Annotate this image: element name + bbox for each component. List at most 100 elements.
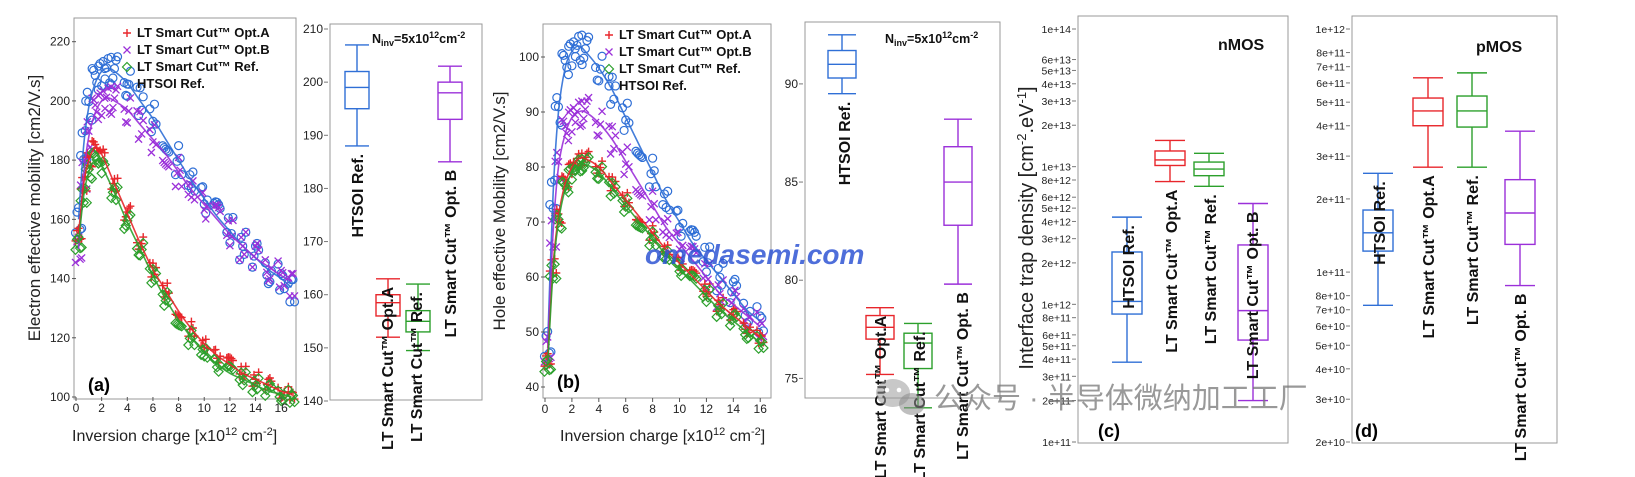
data-point bbox=[597, 51, 607, 61]
data-point bbox=[226, 228, 237, 239]
data-point bbox=[635, 222, 647, 233]
panel-b-x-axis-label: Inversion charge [x1012 cm-2] bbox=[560, 426, 765, 445]
y-tick-label: 6e+11 bbox=[1042, 330, 1071, 342]
box-category-label: LT Smart Cut™ Opt.A bbox=[1421, 175, 1438, 339]
legend-entry: HTSOI Ref. bbox=[619, 78, 687, 93]
data-point bbox=[177, 182, 186, 191]
data-point bbox=[107, 82, 116, 91]
data-point bbox=[265, 277, 275, 287]
y-tick-label: 1e+13 bbox=[1042, 162, 1072, 174]
data-point bbox=[235, 255, 245, 265]
box-iqr bbox=[344, 70, 370, 110]
data-point bbox=[674, 266, 685, 277]
data-point bbox=[700, 242, 710, 252]
panel-a-y-axis-label: Electron effective mobility [cm2/V.s] bbox=[25, 75, 44, 341]
box-iqr bbox=[437, 81, 463, 121]
box-category-label: LT Smart Cut™ Opt.A bbox=[1164, 189, 1181, 353]
data-point bbox=[729, 308, 741, 320]
data-point bbox=[120, 105, 129, 114]
data-point bbox=[110, 194, 122, 206]
data-point bbox=[678, 241, 687, 250]
data-point bbox=[605, 190, 616, 202]
data-point bbox=[265, 274, 274, 283]
y-tick-label: 5e+11 bbox=[1042, 341, 1071, 353]
box-category-label: LT Smart Cut™ Opt. B bbox=[1513, 294, 1530, 462]
data-point bbox=[240, 366, 252, 378]
data-point bbox=[110, 94, 119, 103]
y-tick-label: 4e+11 bbox=[1316, 121, 1345, 133]
data-point bbox=[225, 241, 234, 250]
data-point bbox=[758, 342, 769, 354]
data-point bbox=[198, 182, 208, 192]
data-point bbox=[99, 145, 108, 154]
panel-b-scatter: 0 2 4 6 8 10 12 14 16 40 50 60 70 80 90 100 Hole effect… bbox=[490, 23, 772, 445]
y-tick-label: 180 bbox=[303, 181, 323, 195]
y-tick-label: 160 bbox=[303, 288, 323, 302]
panel-b-box-annotation: Ninv=5x1012cm-2 bbox=[885, 30, 978, 48]
x-tick-label: 14 bbox=[727, 402, 741, 416]
y-tick-label: 1e+11 bbox=[1042, 437, 1071, 449]
x-tick-label: 6 bbox=[150, 401, 157, 415]
panel-b-y-axis-label: Hole effective Mobility [cm2/V.s] bbox=[490, 91, 509, 330]
data-point bbox=[200, 342, 212, 354]
data-point bbox=[126, 202, 135, 211]
data-point bbox=[107, 110, 116, 119]
data-point bbox=[123, 118, 132, 127]
y-tick-label: 5e+10 bbox=[1316, 340, 1346, 352]
y-tick-label: 100 bbox=[50, 390, 70, 404]
data-point bbox=[150, 120, 159, 129]
data-point bbox=[577, 59, 587, 70]
data-point bbox=[211, 345, 220, 354]
data-point bbox=[564, 136, 573, 145]
panel-b-legend: LT Smart Cut™ Opt.A LT Smart Cut™ Opt.B LT… bbox=[603, 27, 752, 93]
data-point bbox=[147, 148, 156, 157]
data-point bbox=[149, 99, 160, 109]
y-tick-label: 2e+10 bbox=[1316, 437, 1346, 449]
data-point bbox=[254, 368, 263, 377]
y-tick-label: 60 bbox=[526, 270, 540, 284]
panel-c-frame bbox=[1077, 15, 1289, 444]
data-point bbox=[147, 263, 159, 275]
legend-marker bbox=[605, 48, 613, 56]
series-line-3 bbox=[546, 45, 761, 344]
data-point bbox=[150, 268, 162, 279]
watermark-text: omedasemi.com bbox=[645, 239, 864, 270]
y-tick-label: 1e+14 bbox=[1042, 24, 1072, 36]
data-point bbox=[584, 93, 593, 102]
data-point bbox=[208, 353, 220, 365]
data-point bbox=[622, 98, 632, 108]
y-tick-label: 50 bbox=[526, 325, 540, 339]
x-tick-label: 8 bbox=[649, 402, 656, 416]
x-tick-label: 16 bbox=[754, 402, 768, 416]
box-category-label: LT Smart Cut™ Ref. bbox=[1465, 175, 1482, 325]
y-tick-label: 190 bbox=[303, 128, 323, 142]
panel-c-title: nMOS bbox=[1218, 37, 1265, 54]
data-point bbox=[289, 269, 297, 278]
data-point bbox=[126, 93, 135, 102]
data-point bbox=[274, 257, 283, 266]
data-point bbox=[658, 200, 668, 210]
data-point bbox=[239, 249, 249, 259]
data-point bbox=[248, 263, 257, 272]
data-point bbox=[71, 258, 80, 267]
panel-c-y-axis-label: Interface trap density [cm-2.eV-1] bbox=[1014, 86, 1038, 369]
data-point bbox=[108, 73, 118, 83]
data-point bbox=[594, 76, 604, 86]
data-point bbox=[174, 320, 186, 332]
x-tick-label: 0 bbox=[73, 401, 80, 415]
data-point bbox=[254, 245, 263, 254]
data-point bbox=[644, 182, 654, 192]
data-point bbox=[184, 333, 196, 344]
series-line-2 bbox=[77, 159, 292, 398]
box-category-label: HTSOI Ref. bbox=[837, 102, 854, 186]
data-point bbox=[650, 199, 659, 208]
data-point bbox=[124, 203, 133, 212]
data-point bbox=[99, 87, 108, 96]
y-tick-label: 4e+10 bbox=[1316, 364, 1346, 376]
data-point bbox=[108, 103, 117, 112]
data-point bbox=[576, 165, 588, 177]
data-point bbox=[121, 90, 131, 100]
data-point bbox=[663, 254, 675, 266]
data-point bbox=[171, 182, 180, 191]
